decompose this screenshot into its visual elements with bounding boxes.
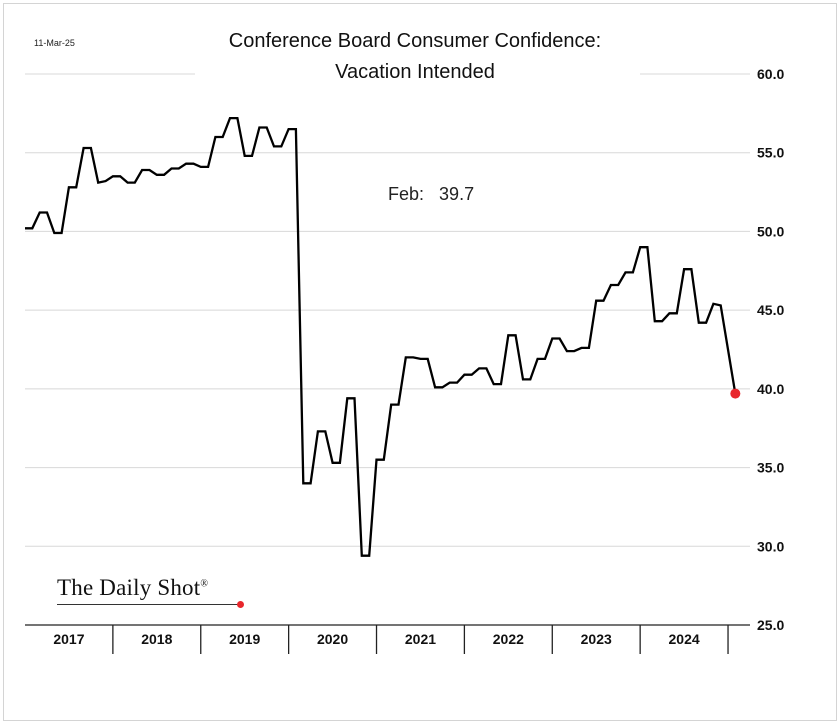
series-line	[25, 116, 737, 557]
y-tick-label: 50.0	[757, 223, 784, 239]
x-axis: 2017 2018 2019 2020 2021 2022 2023 2024	[25, 624, 750, 654]
x-tick-label: 2019	[229, 631, 260, 647]
y-tick-label: 55.0	[757, 145, 784, 161]
date-stamp: 11-Mar-25	[34, 38, 75, 48]
latest-value-annotation: Feb: 39.7	[388, 184, 474, 205]
x-tick-label: 2024	[669, 631, 700, 647]
x-tick-label: 2020	[317, 631, 348, 647]
chart-frame	[3, 3, 837, 721]
x-tick-label: 2021	[405, 631, 436, 647]
annotation-value: 39.7	[439, 184, 475, 204]
y-tick-label: 60.0	[757, 66, 784, 82]
logo-red-dot	[237, 601, 244, 608]
x-tick-label: 2018	[141, 631, 172, 647]
y-tick-label: 30.0	[757, 538, 784, 554]
x-tick-label: 2017	[53, 631, 84, 647]
logo-text: The Daily Shot	[57, 575, 201, 600]
y-tick-label: 35.0	[757, 460, 784, 476]
y-tick-label: 40.0	[757, 381, 784, 397]
y-tick-label: 45.0	[757, 302, 784, 318]
logo-underline	[57, 604, 242, 605]
chart-title: Conference Board Consumer Confidence:	[228, 30, 602, 52]
y-tick-label: 25.0	[757, 617, 784, 633]
annotation-label: Feb:	[388, 184, 425, 204]
x-tick-label: 2022	[493, 631, 524, 647]
daily-shot-logo: The Daily Shot®	[57, 575, 208, 601]
gridlines	[25, 152, 750, 547]
series-layer	[25, 116, 741, 557]
y-axis: 25.0 30.0 35.0 40.0 45.0 50.0 55.0 60.0	[757, 66, 784, 633]
x-tick-label: 2023	[581, 631, 612, 647]
latest-point-marker	[730, 388, 741, 399]
chart-subtitle: Vacation Intended	[335, 61, 495, 83]
registered-mark: ®	[200, 578, 209, 590]
